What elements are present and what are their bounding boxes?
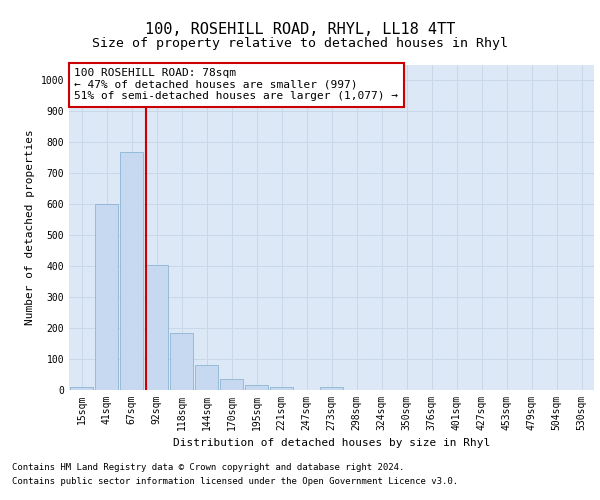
Bar — [270, 387, 293, 390]
Text: 100 ROSEHILL ROAD: 78sqm
← 47% of detached houses are smaller (997)
51% of semi-: 100 ROSEHILL ROAD: 78sqm ← 47% of detach… — [74, 68, 398, 102]
Text: Contains public sector information licensed under the Open Government Licence v3: Contains public sector information licen… — [12, 477, 458, 486]
Bar — [145, 266, 168, 390]
X-axis label: Distribution of detached houses by size in Rhyl: Distribution of detached houses by size … — [173, 438, 490, 448]
Bar — [70, 387, 93, 390]
Bar — [245, 386, 268, 390]
Y-axis label: Number of detached properties: Number of detached properties — [25, 130, 35, 326]
Bar — [95, 204, 118, 390]
Bar — [120, 152, 143, 390]
Bar — [170, 332, 193, 390]
Text: Size of property relative to detached houses in Rhyl: Size of property relative to detached ho… — [92, 38, 508, 51]
Bar — [195, 365, 218, 390]
Bar — [220, 378, 243, 390]
Bar — [320, 387, 343, 390]
Text: 100, ROSEHILL ROAD, RHYL, LL18 4TT: 100, ROSEHILL ROAD, RHYL, LL18 4TT — [145, 22, 455, 38]
Text: Contains HM Land Registry data © Crown copyright and database right 2024.: Contains HM Land Registry data © Crown c… — [12, 464, 404, 472]
